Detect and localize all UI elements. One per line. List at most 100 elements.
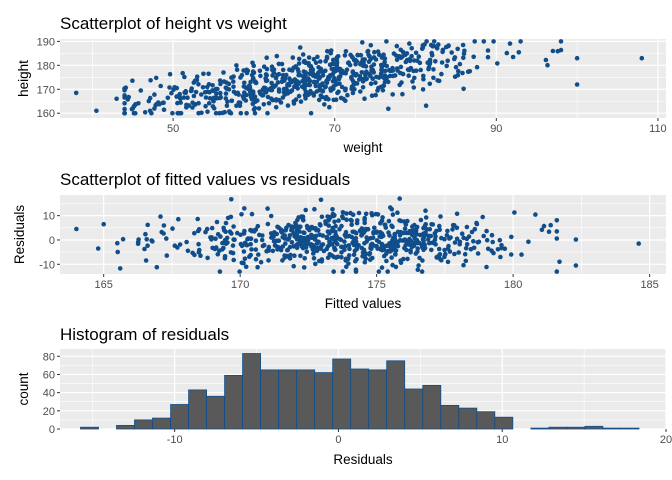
scatter-point: [159, 229, 164, 235]
scatter-point: [475, 240, 481, 245]
y-axis-label-3: count: [16, 372, 31, 405]
scatter-point: [543, 57, 549, 63]
scatter-point: [475, 251, 481, 256]
scatter-point: [378, 230, 383, 235]
scatter-point: [461, 262, 466, 268]
scatter-point: [452, 251, 457, 257]
histogram-bar: [134, 419, 153, 430]
scatter-point: [259, 237, 265, 243]
histogram-bar: [206, 395, 226, 430]
scatter-point: [335, 254, 341, 260]
scatter-point: [208, 235, 213, 240]
scatter-point: [303, 207, 309, 213]
x-axis-label-2: Fitted values: [325, 296, 402, 311]
scatter-point: [389, 255, 394, 260]
scatter-point: [557, 259, 562, 265]
scatter-point: [343, 229, 349, 235]
scatter-point: [298, 224, 303, 229]
scatter-point: [215, 232, 221, 237]
histogram-bar: [116, 424, 135, 430]
scatter-point: [343, 49, 349, 54]
scatter-point: [484, 237, 490, 243]
scatter-point: [451, 223, 457, 228]
scatter-point: [372, 49, 377, 55]
scatter-point: [94, 108, 99, 114]
scatter-point: [237, 269, 242, 274]
scatter-point: [144, 237, 149, 242]
scatter-point: [114, 96, 119, 102]
scatter-point: [382, 79, 388, 85]
scatter-point: [423, 230, 428, 235]
histogram-bar: [188, 389, 208, 430]
scatter-point: [309, 232, 314, 238]
scatter-point: [510, 54, 516, 60]
scatter-point: [276, 238, 282, 243]
scatter-point: [231, 79, 236, 84]
scatter-point: [354, 244, 360, 250]
scatter-point: [323, 219, 328, 224]
scatter-point: [328, 88, 334, 93]
scatter-point: [485, 48, 491, 53]
scatter-point: [192, 252, 197, 258]
scatter-point: [276, 89, 282, 94]
scatter-point: [421, 76, 426, 82]
scatter-point: [287, 256, 293, 261]
scatter-point: [435, 78, 440, 83]
scatter-point: [172, 243, 178, 248]
scatter-point: [263, 85, 268, 91]
scatter-point: [153, 75, 159, 81]
scatter-point: [318, 197, 324, 203]
y-tick-label: 0: [49, 235, 55, 247]
scatter-point: [296, 93, 302, 99]
scatter-point: [327, 104, 332, 110]
scatter-point: [136, 237, 141, 242]
histogram-bar: [152, 417, 171, 430]
scatter-point: [353, 61, 358, 67]
scatter-point: [152, 92, 157, 97]
scatter-point: [293, 64, 299, 69]
scatter-point: [404, 57, 410, 63]
scatter-point: [407, 41, 412, 46]
scatter-point: [200, 85, 206, 90]
histogram-bar: [530, 427, 550, 430]
scatter-point: [156, 100, 161, 105]
histogram-bar: [242, 353, 262, 430]
scatter-point: [526, 239, 531, 245]
scatter-point: [498, 254, 503, 260]
scatter-point: [415, 267, 421, 273]
scatter-point: [145, 222, 150, 228]
scatter-point: [468, 246, 474, 252]
scatter-point: [287, 67, 292, 72]
scatter-point: [270, 67, 275, 73]
scatter-point: [305, 226, 310, 231]
scatter-point: [432, 237, 438, 243]
scatter-point: [384, 39, 389, 44]
scatter-point: [147, 95, 153, 101]
y-tick-label: 10: [43, 211, 55, 223]
scatter-point: [360, 40, 365, 45]
scatter-point: [331, 235, 336, 240]
scatter-point: [390, 73, 396, 79]
scatter-point: [368, 43, 374, 48]
x-tick-label: 110: [649, 123, 667, 135]
scatter-point: [188, 88, 194, 94]
scatter-point: [223, 85, 229, 90]
y-tick-label: 80: [43, 351, 55, 363]
scatter-point: [339, 84, 345, 90]
x-axis-label-1: weight: [342, 140, 382, 155]
scatter-point: [409, 228, 414, 234]
scatter-point: [199, 92, 204, 97]
scatter-point: [358, 52, 364, 58]
scatter-point: [174, 85, 180, 91]
scatter-point: [288, 78, 293, 83]
scatter-point: [190, 105, 195, 110]
scatter-point: [422, 42, 427, 47]
scatter-point: [369, 93, 375, 98]
scatter-point: [548, 222, 553, 228]
scatter-point: [440, 49, 445, 55]
scatter-point: [192, 78, 198, 83]
points-2: [74, 196, 641, 274]
scatter-point: [354, 81, 360, 86]
scatter-point: [381, 83, 386, 88]
scatter-point: [430, 222, 436, 227]
